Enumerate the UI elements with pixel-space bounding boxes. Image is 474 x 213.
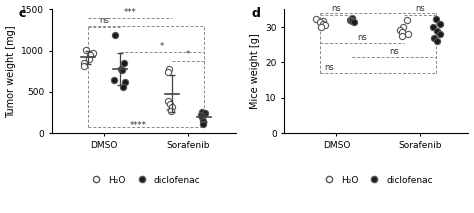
- Point: [436, 32, 444, 36]
- Point: [199, 119, 207, 123]
- Text: *: *: [186, 50, 190, 59]
- Point: [432, 18, 440, 21]
- Text: d: d: [251, 7, 260, 20]
- Point: [121, 80, 129, 84]
- Point: [198, 110, 206, 114]
- Point: [111, 33, 118, 36]
- Text: ***: ***: [123, 8, 136, 17]
- Y-axis label: Mice weight [g]: Mice weight [g]: [250, 33, 260, 109]
- Text: c: c: [18, 7, 26, 20]
- Point: [80, 61, 88, 64]
- Point: [198, 115, 206, 119]
- Point: [319, 19, 327, 22]
- Point: [197, 113, 205, 116]
- Point: [436, 22, 444, 25]
- Point: [85, 57, 92, 61]
- Point: [168, 105, 176, 109]
- Point: [348, 20, 356, 23]
- Text: ns: ns: [99, 16, 109, 25]
- Point: [87, 53, 94, 57]
- Point: [166, 102, 173, 106]
- Point: [350, 21, 357, 24]
- Point: [165, 68, 173, 71]
- Point: [80, 64, 88, 67]
- Point: [403, 18, 411, 22]
- Point: [120, 61, 128, 65]
- Text: ns: ns: [416, 4, 425, 13]
- Point: [347, 19, 355, 22]
- Point: [400, 25, 407, 29]
- Point: [319, 22, 326, 25]
- Point: [430, 36, 438, 39]
- Text: ns: ns: [331, 4, 341, 13]
- Point: [348, 17, 356, 20]
- Y-axis label: Tumor weight [mg]: Tumor weight [mg]: [6, 25, 16, 118]
- Text: ns: ns: [324, 63, 334, 72]
- Legend: H₂O, diclofenac: H₂O, diclofenac: [84, 172, 204, 188]
- Legend: H₂O, diclofenac: H₂O, diclofenac: [317, 172, 437, 188]
- Point: [164, 71, 172, 74]
- Point: [164, 99, 172, 103]
- Point: [117, 68, 125, 71]
- Point: [201, 111, 209, 115]
- Text: ****: ****: [129, 121, 146, 130]
- Point: [110, 78, 118, 81]
- Point: [167, 109, 175, 113]
- Point: [82, 49, 90, 52]
- Point: [321, 24, 329, 27]
- Point: [317, 25, 325, 29]
- Point: [398, 34, 405, 38]
- Text: *: *: [160, 42, 164, 51]
- Point: [429, 25, 437, 29]
- Point: [118, 69, 126, 72]
- Point: [433, 29, 441, 32]
- Point: [200, 122, 207, 126]
- Point: [316, 20, 324, 24]
- Point: [89, 51, 97, 55]
- Text: *: *: [165, 108, 170, 117]
- Point: [120, 85, 128, 88]
- Point: [312, 18, 320, 21]
- Text: ns: ns: [390, 47, 399, 56]
- Point: [399, 30, 406, 34]
- Point: [405, 32, 412, 36]
- Point: [433, 40, 441, 43]
- Point: [346, 18, 354, 21]
- Point: [396, 28, 404, 32]
- Text: ns: ns: [357, 33, 367, 42]
